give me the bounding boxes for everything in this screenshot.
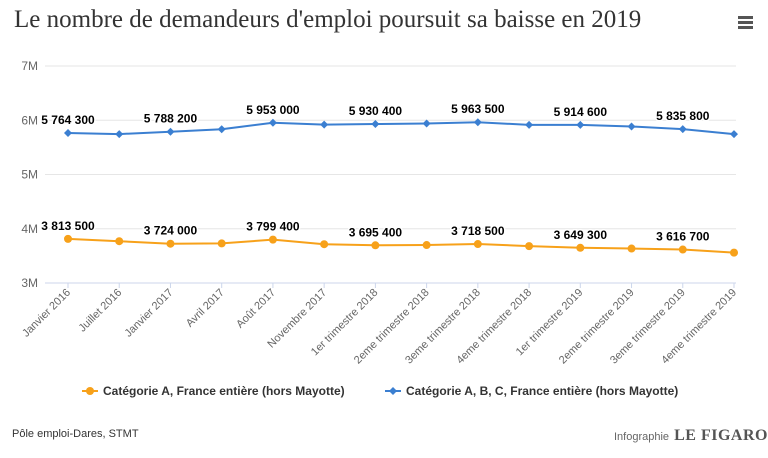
data-point	[525, 242, 534, 251]
data-point	[320, 120, 329, 129]
data-label: 5 953 000	[246, 103, 300, 117]
legend-marker	[86, 387, 94, 395]
data-point	[473, 118, 482, 127]
data-point	[371, 241, 380, 250]
data-point	[115, 237, 124, 246]
data-point	[268, 118, 277, 127]
brand-logo[interactable]: LE FIGARO	[674, 427, 768, 444]
data-label: 3 724 000	[144, 224, 198, 238]
data-point	[320, 240, 329, 249]
data-label: 3 813 500	[41, 219, 95, 233]
data-point	[627, 244, 636, 253]
legend-marker	[389, 387, 397, 395]
data-label: 5 788 200	[144, 112, 198, 126]
data-label: 5 963 500	[451, 102, 505, 116]
data-point	[730, 130, 738, 139]
data-point	[166, 239, 175, 248]
data-point	[422, 119, 431, 128]
data-point	[473, 240, 482, 249]
y-tick-label: 4M	[21, 222, 38, 236]
data-point	[730, 248, 738, 257]
data-point	[678, 245, 687, 254]
source-note: Pôle emploi-Dares, STMT	[12, 428, 139, 440]
x-tick-label: Janvier 2016	[20, 287, 73, 340]
data-label: 3 799 400	[246, 220, 300, 234]
data-point	[64, 129, 72, 138]
data-point	[422, 241, 431, 250]
legend-item[interactable]: Catégorie A, B, C, France entière (hors …	[406, 384, 678, 398]
data-label: 5 835 800	[656, 109, 710, 123]
data-point	[627, 122, 636, 131]
y-tick-label: 3M	[21, 276, 38, 290]
series-line	[67, 121, 735, 136]
data-point	[678, 125, 687, 134]
data-point	[217, 239, 226, 248]
x-tick-label: Août 2017	[234, 287, 278, 331]
data-point	[576, 243, 585, 252]
x-tick-label: Juillet 2016	[77, 287, 125, 335]
y-tick-label: 6M	[21, 113, 38, 127]
data-label: 3 695 400	[349, 225, 403, 239]
y-tick-label: 5M	[21, 168, 38, 182]
data-label: 5 930 400	[349, 104, 403, 118]
data-point	[115, 130, 124, 139]
data-label: 3 616 700	[656, 230, 710, 244]
data-label: 5 764 300	[41, 113, 95, 127]
credit: Infographie LE FIGARO	[614, 427, 768, 445]
page-title: Le nombre de demandeurs d'emploi poursui…	[14, 6, 642, 33]
data-point	[166, 127, 175, 136]
data-label: 3 649 300	[554, 228, 608, 242]
data-point	[268, 235, 277, 244]
data-point	[64, 234, 72, 243]
data-label: 5 914 600	[554, 105, 608, 119]
x-tick-label: Avril 2017	[184, 287, 227, 330]
hamburger-menu-icon[interactable]	[736, 14, 758, 36]
infographie-label: Infographie	[614, 431, 670, 443]
data-point	[371, 120, 380, 129]
y-tick-label: 7M	[21, 59, 38, 73]
data-point	[525, 120, 534, 129]
data-point	[576, 120, 585, 129]
series-line	[67, 237, 735, 254]
data-point	[217, 125, 226, 134]
x-tick-label: Janvier 2017	[123, 287, 176, 340]
legend-item[interactable]: Catégorie A, France entière (hors Mayott…	[103, 384, 345, 398]
data-label: 3 718 500	[451, 224, 505, 238]
